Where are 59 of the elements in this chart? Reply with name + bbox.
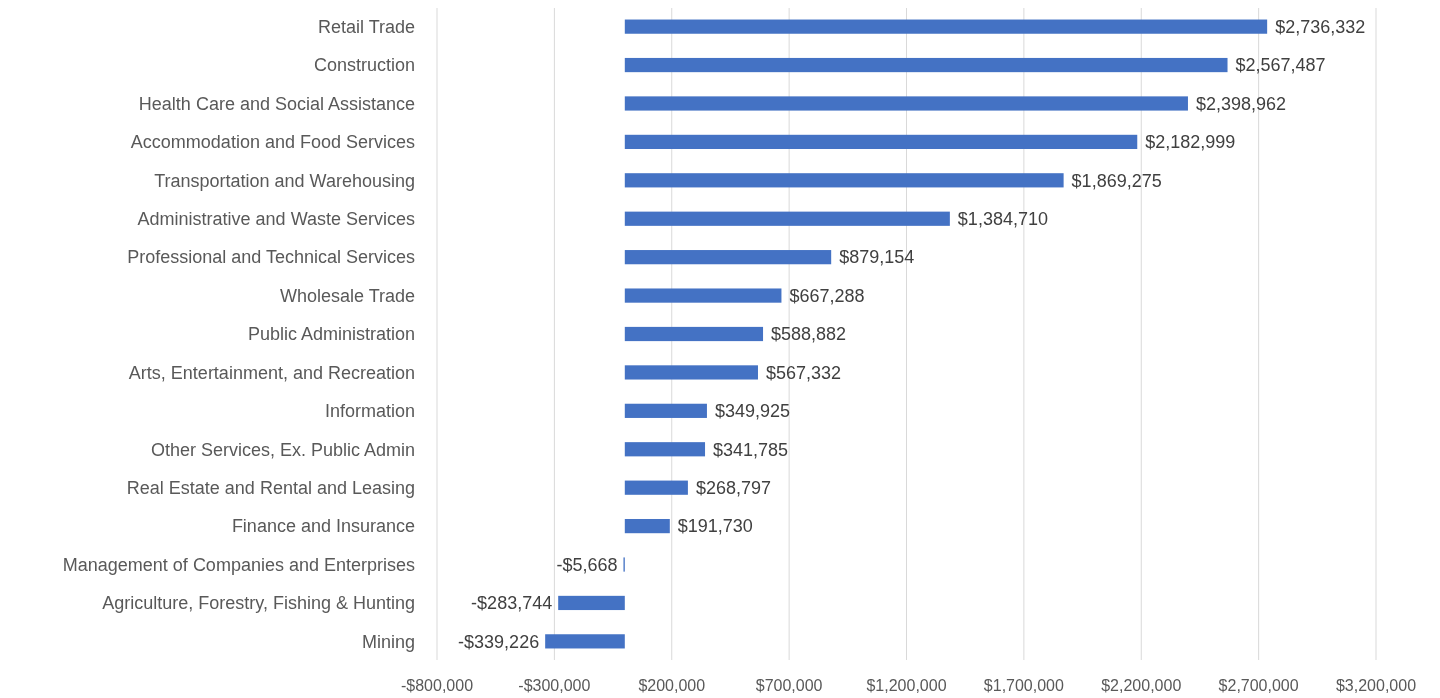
data-label: $588,882 xyxy=(771,324,847,345)
bar xyxy=(624,519,670,534)
x-tick-label: $200,000 xyxy=(638,677,706,694)
bar xyxy=(624,173,1064,188)
bar xyxy=(624,19,1268,34)
bar xyxy=(624,250,832,265)
y-tick-label: Public Administration xyxy=(247,324,415,345)
x-tick-label: $1,200,000 xyxy=(866,677,947,694)
x-tick-label: $2,200,000 xyxy=(1101,677,1182,694)
data-label: $2,736,332 xyxy=(1275,16,1366,37)
x-tick-label: $700,000 xyxy=(755,677,823,694)
data-label: $2,182,999 xyxy=(1145,132,1236,153)
bar xyxy=(624,288,782,303)
bar xyxy=(624,480,688,495)
y-tick-label: Retail Trade xyxy=(317,16,415,37)
y-tick-label: Health Care and Social Assistance xyxy=(138,93,415,114)
x-tick-label: $1,700,000 xyxy=(983,677,1065,694)
bar xyxy=(624,134,1138,149)
bar xyxy=(624,96,1188,111)
y-tick-label: Professional and Technical Services xyxy=(127,247,415,268)
x-tick-label: -$800,000 xyxy=(400,677,474,694)
y-tick-label: Administrative and Waste Services xyxy=(137,209,415,230)
bar xyxy=(624,365,758,380)
bar xyxy=(624,442,706,457)
y-tick-label: Management of Companies and Enterprises xyxy=(62,554,415,575)
x-tick-label: $3,200,000 xyxy=(1335,677,1417,694)
bar xyxy=(624,211,950,226)
y-tick-label: Construction xyxy=(313,55,415,76)
data-label: $191,730 xyxy=(677,516,753,537)
y-tick-label: Information xyxy=(324,401,415,422)
x-tick-label: $2,700,000 xyxy=(1218,677,1299,694)
y-tick-label: Wholesale Trade xyxy=(279,285,415,306)
y-tick-label: Finance and Insurance xyxy=(231,516,415,537)
data-label: -$283,744 xyxy=(471,593,553,614)
data-label: $2,398,962 xyxy=(1195,93,1287,114)
bar xyxy=(624,326,764,342)
y-tick-label: Agriculture, Forestry, Fishing & Hunting xyxy=(102,593,415,614)
y-tick-label: Real Estate and Rental and Leasing xyxy=(126,477,415,498)
y-tick-label: Accommodation and Food Services xyxy=(130,132,415,153)
data-label: $1,384,710 xyxy=(957,209,1048,230)
data-label: $2,567,487 xyxy=(1235,55,1326,76)
data-label: $349,925 xyxy=(714,401,791,422)
bar xyxy=(558,595,625,611)
data-label: $1,869,275 xyxy=(1071,170,1162,191)
data-label: $341,785 xyxy=(713,439,789,460)
data-label: -$5,668 xyxy=(556,554,618,575)
data-label: $567,332 xyxy=(765,362,842,383)
y-tick-label: Transportation and Warehousing xyxy=(154,170,415,191)
y-tick-label: Arts, Entertainment, and Recreation xyxy=(128,362,415,383)
bar xyxy=(624,403,707,418)
bar xyxy=(545,634,625,649)
x-tick-label: -$300,000 xyxy=(518,677,591,694)
data-label: $268,797 xyxy=(695,477,771,498)
data-label: $879,154 xyxy=(839,247,915,268)
data-label: -$339,226 xyxy=(458,631,540,652)
y-tick-label: Mining xyxy=(361,631,415,652)
y-tick-label: Other Services, Ex. Public Admin xyxy=(150,439,415,460)
data-label: $667,288 xyxy=(789,285,865,306)
bar xyxy=(624,57,1228,73)
